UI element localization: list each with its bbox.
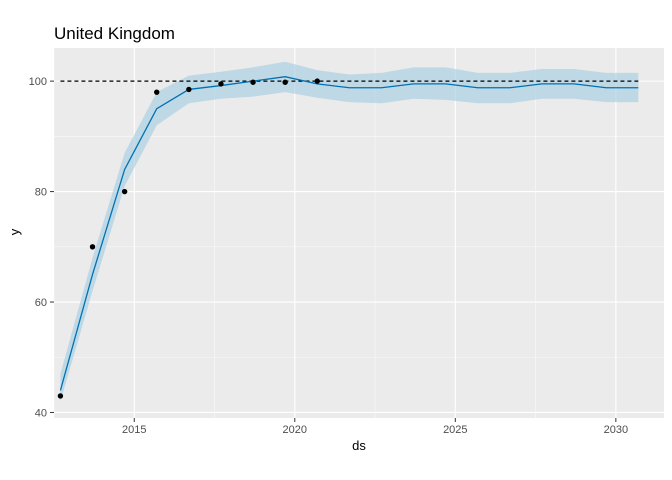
- y-tick-label: 100: [29, 76, 47, 88]
- y-tick-label: 60: [35, 297, 47, 309]
- observed-point: [314, 78, 320, 84]
- x-axis-label: ds: [352, 438, 366, 453]
- observed-point: [121, 188, 128, 195]
- y-tick-label: 80: [35, 187, 47, 199]
- observed-point: [218, 81, 224, 87]
- y-tick-label: 40: [35, 407, 47, 419]
- x-tick-label: 2015: [122, 424, 146, 436]
- x-tick-label: 2030: [604, 424, 628, 436]
- plot-panel: [54, 48, 664, 418]
- observed-point: [57, 393, 64, 399]
- observed-point: [154, 89, 160, 95]
- observed-point: [250, 79, 256, 85]
- y-axis-label: y: [7, 228, 22, 235]
- observed-points: [57, 78, 320, 399]
- uncertainty-interval: [60, 61, 639, 402]
- y-axis-ticks: 40 60 80 100: [29, 76, 54, 419]
- forecast-line: [59, 76, 639, 391]
- x-tick-label: 2020: [283, 424, 307, 436]
- chart-title: United Kingdom: [54, 24, 175, 43]
- x-tick-label: 2025: [443, 424, 467, 436]
- grid-minor: [53, 48, 664, 418]
- x-axis-ticks: 2015 2020 2025 2030: [122, 418, 628, 436]
- observed-point: [282, 79, 288, 85]
- observed-point: [186, 86, 192, 93]
- observed-point: [89, 244, 96, 250]
